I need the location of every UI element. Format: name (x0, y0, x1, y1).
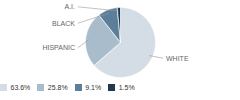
svg-text:BLACK: BLACK (52, 19, 75, 26)
html-text:63.6%: 63.6% (10, 84, 31, 91)
svg-text:WHITE: WHITE (166, 54, 189, 61)
svg-text:A.I.: A.I. (64, 3, 75, 10)
html-text:25.8%: 25.8% (47, 84, 68, 91)
html-text:1.5%: 1.5% (118, 84, 135, 91)
svg-text:HISPANIC: HISPANIC (42, 44, 75, 51)
html-text:9.1%: 9.1% (85, 84, 102, 91)
